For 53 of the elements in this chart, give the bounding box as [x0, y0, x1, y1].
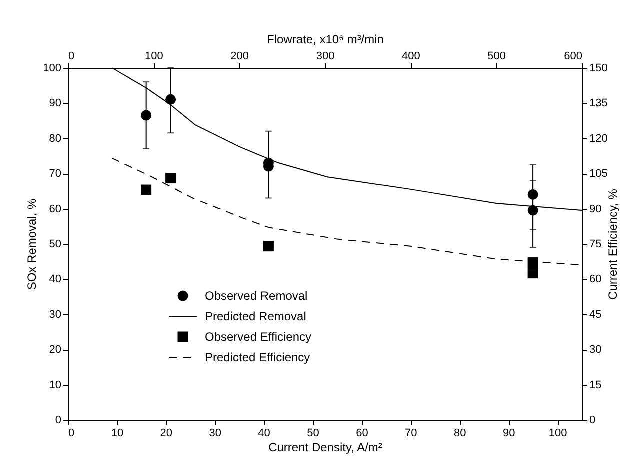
- point: [166, 173, 176, 184]
- y-tick-label: 10: [49, 379, 62, 392]
- y-tick-label: 90: [49, 98, 62, 110]
- y2-tick-label: 75: [590, 238, 602, 250]
- x2-tick-label: 0: [68, 50, 75, 62]
- x-tick-label: 50: [307, 428, 320, 440]
- y-tick-label: 40: [49, 274, 62, 286]
- legend-label: Predicted Efficiency: [205, 350, 310, 364]
- y-tick-label: 60: [49, 203, 62, 216]
- y-tick-label: 80: [49, 132, 62, 145]
- x-tick-label: 60: [356, 428, 368, 440]
- y2-tick-label: 105: [590, 168, 608, 180]
- x2-tick-label: 400: [402, 50, 420, 62]
- legend-label: Observed Removal: [205, 289, 308, 303]
- y-tick-label: 20: [49, 344, 62, 356]
- point: [263, 241, 274, 252]
- x2-tick-label: 200: [230, 50, 250, 62]
- point: [141, 184, 152, 196]
- y-tick-label: 50: [49, 238, 62, 250]
- x-axis-title: Current Density, A/m²: [268, 440, 382, 454]
- x2-tick-label: 500: [488, 50, 506, 62]
- x2-tick-label: 300: [316, 50, 335, 62]
- y2-tick-label: 120: [590, 132, 608, 145]
- x-tick-label: 90: [502, 428, 516, 440]
- y2-tick-label: 30: [590, 344, 602, 356]
- x-tick-label: 40: [258, 428, 270, 440]
- x-tick-label: 100: [548, 428, 568, 440]
- y2-tick-label: 135: [590, 98, 608, 110]
- x2-tick-label: 100: [144, 50, 164, 62]
- legend-label: Predicted Removal: [205, 310, 306, 324]
- x-tick-label: 10: [111, 428, 124, 440]
- y2-tick-label: 45: [590, 308, 602, 321]
- y2-tick-label: 15: [590, 379, 602, 392]
- x2-axis-title: Flowrate, x10⁶ m³/min: [267, 32, 384, 46]
- x-tick-label: 80: [454, 428, 466, 440]
- y-tick-label: 0: [55, 414, 62, 426]
- x-tick-label: 70: [405, 428, 418, 440]
- point: [528, 258, 538, 268]
- x-tick-label: 30: [209, 428, 222, 440]
- y2-tick-label: 150: [590, 62, 608, 74]
- y2-tick-label: 60: [590, 274, 602, 286]
- y2-tick-label: 90: [590, 203, 602, 216]
- x-tick-label: 0: [68, 428, 75, 440]
- y-tick-label: 30: [49, 308, 62, 321]
- y-tick-label: 100: [43, 62, 62, 74]
- point: [528, 268, 538, 279]
- y-axis-title: SOx Removal, %: [25, 198, 40, 290]
- y-tick-label: 70: [49, 168, 62, 180]
- x2-tick-label: 600: [564, 50, 582, 62]
- legend-label: Observed Efficiency: [205, 330, 312, 344]
- y2-axis-title: Current Efficiency, %: [606, 188, 620, 300]
- x-tick-label: 20: [160, 428, 173, 440]
- y2-tick-label: 0: [590, 414, 596, 426]
